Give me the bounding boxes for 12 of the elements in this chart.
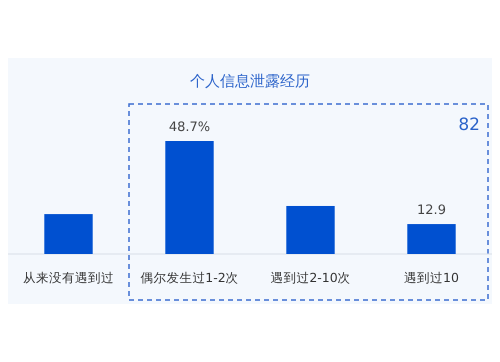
x-tick-label: 遇到过10 — [404, 270, 459, 285]
bar — [44, 214, 93, 254]
x-tick-label: 从来没有遇到过 — [23, 270, 114, 285]
chart-title: 个人信息泄露经历 — [190, 72, 310, 90]
data-label: 12.9 — [417, 203, 446, 218]
bar — [165, 141, 214, 254]
data-label: 48.7% — [168, 120, 210, 135]
x-tick-label: 偶尔发生过1-2次 — [140, 270, 239, 285]
x-tick-label: 遇到过2-10次 — [270, 270, 351, 285]
text: 82 — [458, 115, 480, 135]
bar — [407, 224, 456, 254]
bar — [286, 206, 335, 254]
